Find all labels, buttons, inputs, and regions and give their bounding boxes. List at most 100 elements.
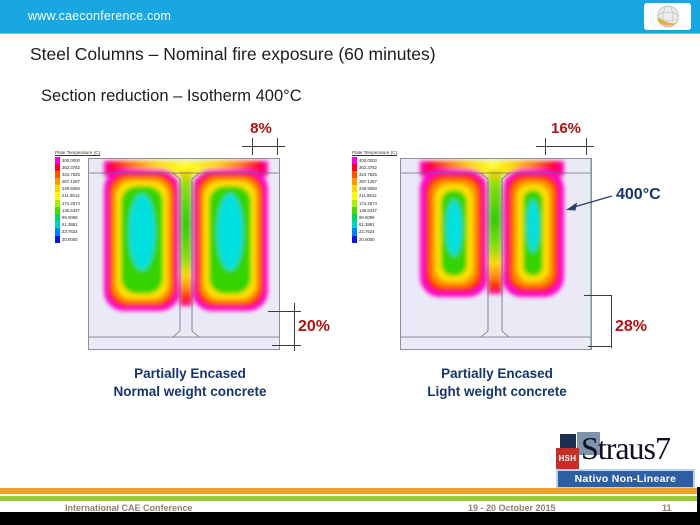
legend-color-swatch [352,178,357,186]
dimension-line [294,303,295,351]
legend-entry: 400.0000 [55,156,99,164]
legend-color-swatch [352,156,357,164]
straus7-tagline: Nativo Non-Lineare [556,469,695,489]
legend-color-swatch [352,206,357,214]
legend-value: 287.1287 [359,179,377,185]
legend-entry: 287.1287 [352,178,396,186]
legend-entry: 136.6337 [352,206,396,214]
footer-orange-stripe [0,488,700,494]
steel-profile-outline [88,172,280,338]
legend-color-swatch [352,199,357,207]
legend-title: Plate Temperature (C) [352,150,398,155]
legend-rows: 400.0000 362.3762 324.7525 287.1287 249.5050… [352,156,396,243]
legend-value: 249.5050 [62,186,80,192]
bottom-reduction-label-left: 20% [298,318,331,335]
legend-value: 61.3861 [359,222,375,228]
isotherm-label: 400°C [616,186,661,203]
legend-value: 211.8812 [62,193,80,199]
top-banner: www.caeconference.com [0,0,700,33]
footer-green-stripe [0,496,700,501]
legend-entry: 23.7624 [55,228,99,236]
legend-color-swatch [352,163,357,171]
legend-entry: 324.7525 [352,170,396,179]
bottom-reduction-label-right: 28% [615,318,648,335]
legend-value: 174.2574 [62,200,80,206]
legend-color-swatch [55,221,60,229]
legend-color-swatch [55,185,60,193]
legend-value: 324.7525 [62,171,80,177]
caption-line1: Partially Encased [134,366,246,381]
legend-title: Plate Temperature (C) [55,150,101,155]
legend-value: 174.2574 [359,200,377,206]
screen-bottom-bar [0,512,700,525]
legend-color-swatch [55,214,60,222]
temperature-field [104,161,268,311]
legend-color-swatch [55,192,60,200]
legend-color-swatch [352,235,357,243]
legend-value: 249.5050 [359,186,377,192]
contour-plot-light-weight [400,158,592,350]
legend-entry: 211.8812 [352,192,396,200]
legend-value: 136.6337 [359,207,377,213]
caption-line2: Light weight concrete [427,383,567,399]
legend-value: 362.3762 [359,164,377,170]
legend-value: 287.1287 [62,179,80,185]
contour-plot-normal-weight [88,158,280,350]
top-reduction-label-left: 8% [250,120,272,137]
dimension-tick [545,138,546,155]
legend-color-swatch [352,185,357,193]
legend-value: 324.7525 [359,171,377,177]
legend-entry: 23.7624 [352,228,396,236]
cae-logo-chip [644,3,691,30]
legend-entry: 400.0000 [352,156,396,164]
legend-color-swatch [55,228,60,236]
legend-color-swatch [55,206,60,214]
legend-entry: 249.5050 [352,185,396,193]
legend-color-swatch [55,163,60,171]
legend-color-swatch [352,214,357,222]
legend-color-swatch [55,199,60,207]
dimension-tick [272,345,301,346]
legend-entry: 61.3861 [55,221,99,229]
temperature-legend-right: Plate Temperature (C) 400.0000 362.3762 32… [352,150,398,243]
top-reduction-label-right: 16% [550,120,582,137]
legend-value: 20.0000 [359,236,375,242]
legend-value: 20.0000 [62,236,78,242]
isotherm-arrow-icon [566,195,613,211]
slide-subtitle: Section reduction – Isotherm 400°C [41,87,302,105]
straus7-logo: HSH Straus7 Nativo Non-Lineare [556,430,699,490]
dimension-tick [252,138,253,155]
caption-line1: Partially Encased [441,366,553,381]
dimension-line [536,146,594,147]
dimension-tick [584,295,612,296]
legend-value: 362.3762 [62,164,80,170]
footer-date: 19 - 20 October 2015 [468,503,556,513]
thermal-contour-image [88,158,280,350]
legend-color-swatch [352,170,357,179]
legend-entry: 211.8812 [55,192,99,200]
logo-steel-square [577,432,600,455]
thermal-contour-image [400,158,592,350]
legend-entry: 20.0000 [55,235,99,243]
dimension-tick [586,138,587,155]
legend-entry: 99.0099 [352,214,396,222]
footer-page-number: 11 [662,503,672,513]
legend-entry: 99.0099 [55,214,99,222]
legend-entry: 287.1287 [55,178,99,186]
legend-value: 61.3861 [62,222,78,228]
legend-entry: 20.0000 [352,235,396,243]
legend-color-swatch [55,170,60,179]
legend-color-swatch [352,192,357,200]
legend-value: 400.0000 [62,157,80,163]
steel-profile-outline [400,172,592,338]
legend-entry: 324.7525 [55,170,99,179]
legend-value: 211.8812 [359,193,377,199]
legend-entry: 136.6337 [55,206,99,214]
legend-color-swatch [55,178,60,186]
cae-globe-icon [657,5,679,28]
legend-color-swatch [55,235,60,243]
hsh-badge: HSH [556,448,579,469]
legend-value: 400.0000 [359,157,377,163]
dimension-tick [277,138,278,155]
